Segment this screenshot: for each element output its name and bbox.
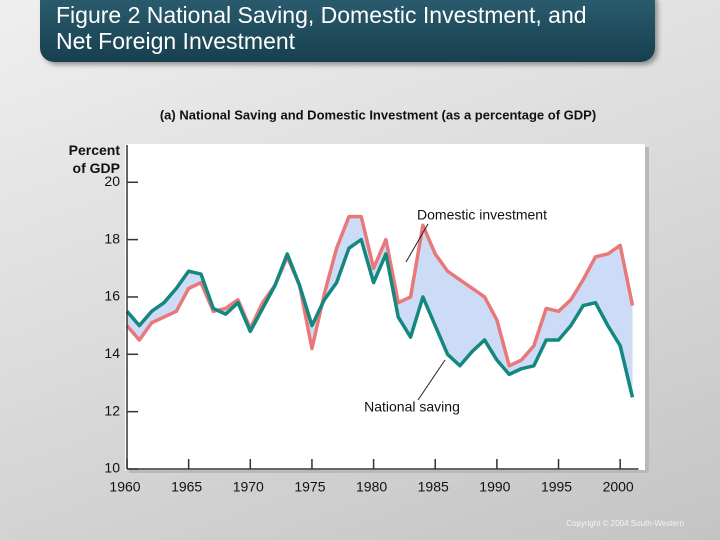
- y-tick-label: 10: [104, 460, 120, 476]
- x-tick-label: 1970: [233, 479, 264, 495]
- leader-line: [405, 223, 429, 263]
- copyright: Copyright © 2004 South-Western: [566, 519, 684, 528]
- y-tick-label: 20: [104, 173, 120, 189]
- series-line: [125, 237, 635, 398]
- annotation: Domestic investment: [417, 207, 547, 223]
- y-tick-label: 14: [104, 345, 120, 361]
- y-tick-label: 16: [104, 288, 120, 304]
- chart-subtitle: (a) National Saving and Domestic Investm…: [160, 107, 596, 122]
- y-axis-label: Percent of GDP: [68, 142, 120, 176]
- y-tick-label: 18: [104, 230, 120, 246]
- y-tick-label: 12: [104, 402, 120, 418]
- x-tick-label: 1960: [109, 479, 140, 495]
- title-bar: [40, 0, 655, 62]
- x-tick-label: 1985: [418, 479, 449, 495]
- x-tick-label: 1965: [171, 479, 202, 495]
- x-tick-label: 1990: [479, 479, 510, 495]
- x-tick-label: 2000: [603, 479, 634, 495]
- x-tick-label: 1980: [356, 479, 387, 495]
- chart-title: Figure 2 National Saving, Domestic Inves…: [56, 2, 587, 54]
- leader-line: [417, 359, 446, 401]
- x-tick-label: 1995: [541, 479, 572, 495]
- x-tick-label: 1975: [294, 479, 325, 495]
- annotation: National saving: [364, 399, 460, 415]
